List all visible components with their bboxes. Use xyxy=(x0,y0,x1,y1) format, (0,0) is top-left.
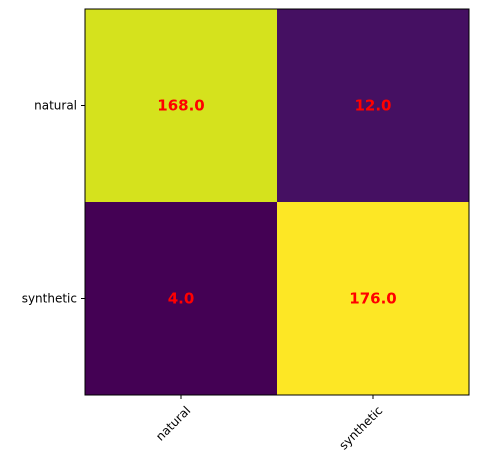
heatmap-cells xyxy=(85,9,469,395)
y-tick-label: natural xyxy=(34,99,77,113)
heatmap-cell-natural-synthetic xyxy=(277,9,469,202)
x-axis-ticks: natural synthetic xyxy=(153,395,385,452)
y-axis-ticks: natural synthetic xyxy=(22,99,85,306)
heatmap-cell-synthetic-synthetic xyxy=(277,202,469,395)
x-tick-label: natural xyxy=(153,403,193,443)
plot-frame xyxy=(84,8,470,396)
x-tick-label: synthetic xyxy=(336,403,385,452)
y-tick-label: synthetic xyxy=(22,292,77,306)
cell-value-label: 4.0 xyxy=(168,290,195,308)
heatmap-cell-natural-natural xyxy=(85,9,277,202)
cell-value-label: 12.0 xyxy=(354,97,391,115)
cell-value-label: 176.0 xyxy=(349,290,396,308)
cell-annotations: 168.0 12.0 4.0 176.0 xyxy=(157,97,396,308)
heatmap-cell-synthetic-natural xyxy=(85,202,277,395)
cell-value-label: 168.0 xyxy=(157,97,204,115)
